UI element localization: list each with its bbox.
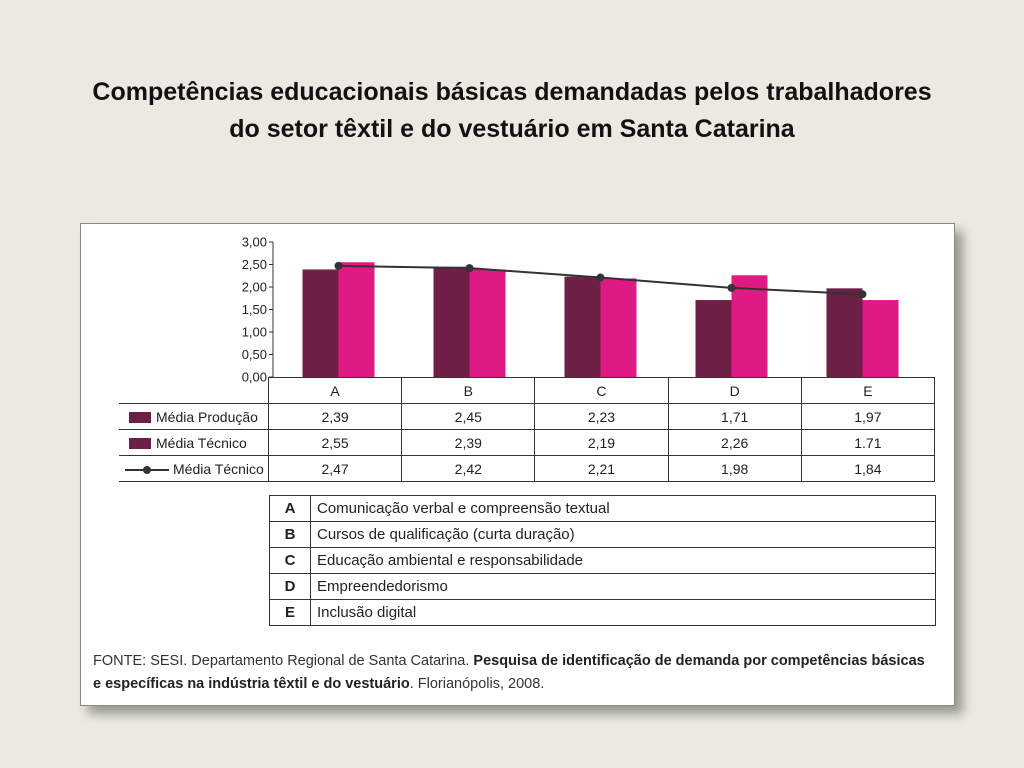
y-tick-label: 1,00 xyxy=(242,325,267,340)
series-name: Média Produção xyxy=(156,408,258,425)
bar-media-producao xyxy=(826,288,863,377)
y-tick-label: 2,50 xyxy=(242,257,267,272)
slide-title-line-2: do setor têxtil e do vestuário em Santa … xyxy=(229,115,795,143)
bar-media-producao xyxy=(564,276,601,377)
source-suffix: . Florianópolis, 2008. xyxy=(409,676,545,692)
category-header-a: A xyxy=(267,377,403,404)
legend-text: Comunicação verbal e compreensão textual xyxy=(310,495,936,522)
table-cell: 1.71 xyxy=(800,429,936,456)
bar-media-producao xyxy=(433,266,470,377)
category-header-row: A B C D E xyxy=(119,377,936,404)
legend-code: D xyxy=(269,573,311,600)
table-cell: 2,21 xyxy=(534,455,669,482)
table-row-media-tecnico-line: Média Técnico 2,47 2,42 2,21 1,98 1,84 xyxy=(119,455,936,482)
line-point xyxy=(465,264,474,273)
slide-title: Competências educacionais básicas demand… xyxy=(0,74,1024,148)
line-point xyxy=(334,261,343,270)
y-tick-label: 1,50 xyxy=(242,302,267,317)
y-tick-label: 3,00 xyxy=(242,235,267,250)
header-blank-cell xyxy=(119,377,269,404)
table-cell: 1,98 xyxy=(667,455,802,482)
bar-line-chart: 0,000,501,001,502,002,503,00 xyxy=(242,235,899,384)
figure-card: 0,00 0,50 1,00 1,50 2,00 2,50 3,00 A B C D E M… xyxy=(80,223,955,706)
series-name: Média Técnico xyxy=(156,434,247,451)
category-header-d: D xyxy=(667,377,802,404)
table-cell: 2,45 xyxy=(401,403,536,430)
legend-row: D Empreendedorismo xyxy=(269,573,936,600)
series-label-cell: Média Técnico xyxy=(119,455,269,482)
legend-text: Educação ambiental e responsabilidade xyxy=(310,547,936,574)
line-point xyxy=(858,290,867,299)
source-title: Pesquisa de identificação de demanda por… xyxy=(93,653,925,692)
line-point xyxy=(727,283,736,292)
table-cell: 2,55 xyxy=(267,429,403,456)
legend-row: E Inclusão digital xyxy=(269,599,936,626)
table-cell: 2,26 xyxy=(667,429,802,456)
bar-media-tecnico xyxy=(862,300,899,377)
line-point xyxy=(596,273,605,282)
bar-media-tecnico xyxy=(600,278,637,377)
bar-media-tecnico xyxy=(469,269,506,377)
table-cell: 1,71 xyxy=(667,403,802,430)
legend-code: E xyxy=(269,599,311,626)
y-tick-label: 0,50 xyxy=(242,347,267,362)
table-row-media-tecnico-bar: Média Técnico 2,55 2,39 2,19 2,26 1.71 xyxy=(119,429,936,456)
table-cell: 2,19 xyxy=(534,429,669,456)
y-tick-label: 2,00 xyxy=(242,280,267,295)
legend-text: Empreendedorismo xyxy=(310,573,936,600)
legend-row: C Educação ambiental e responsabilidade xyxy=(269,547,936,574)
series-name: Média Técnico xyxy=(173,460,264,477)
series-label-cell: Média Técnico xyxy=(119,429,269,456)
category-header-e: E xyxy=(800,377,936,404)
bar-media-producao xyxy=(302,269,339,377)
category-header-c: C xyxy=(534,377,669,404)
series-label-cell: Média Produção xyxy=(119,403,269,430)
slide-title-line-1: Competências educacionais básicas demand… xyxy=(92,78,932,106)
legend-code: A xyxy=(269,495,311,522)
table-cell: 2,42 xyxy=(401,455,536,482)
bar-media-tecnico xyxy=(338,262,375,377)
bar-media-producao xyxy=(695,300,732,377)
legend-line-marker xyxy=(125,464,169,475)
table-cell: 2,23 xyxy=(534,403,669,430)
legend-code: B xyxy=(269,521,311,548)
source-note: FONTE: SESI. Departamento Regional de Sa… xyxy=(93,650,933,696)
table-cell: 2,39 xyxy=(267,403,403,430)
category-header-b: B xyxy=(401,377,536,404)
table-row-media-producao: Média Produção 2,39 2,45 2,23 1,71 1,97 xyxy=(119,403,936,430)
legend-swatch-producao xyxy=(129,412,151,424)
bar-media-tecnico xyxy=(731,275,768,377)
table-cell: 1,84 xyxy=(800,455,936,482)
table-cell: 2,47 xyxy=(267,455,403,482)
legend-text: Cursos de qualificação (curta duração) xyxy=(310,521,936,548)
legend-swatch-tecnico xyxy=(129,438,151,450)
source-prefix: FONTE: SESI. Departamento Regional de Sa… xyxy=(93,653,474,669)
legend-code: C xyxy=(269,547,311,574)
table-cell: 1,97 xyxy=(800,403,936,430)
legend-row: B Cursos de qualificação (curta duração) xyxy=(269,521,936,548)
legend-row: A Comunicação verbal e compreensão textu… xyxy=(269,495,936,522)
category-legend-table: A Comunicação verbal e compreensão textu… xyxy=(269,495,936,626)
data-table: A B C D E Média Produção 2,39 2,45 2,23 … xyxy=(119,377,936,482)
legend-text: Inclusão digital xyxy=(310,599,936,626)
table-cell: 2,39 xyxy=(401,429,536,456)
